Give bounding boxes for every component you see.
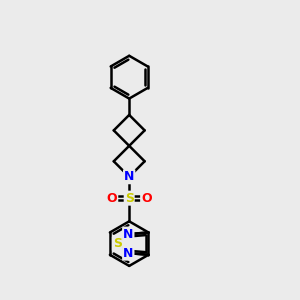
Text: S: S xyxy=(125,192,134,205)
Text: O: O xyxy=(106,192,117,205)
Text: O: O xyxy=(141,192,152,205)
Text: N: N xyxy=(123,247,134,260)
Text: N: N xyxy=(124,170,134,183)
Text: S: S xyxy=(113,237,122,250)
Text: N: N xyxy=(123,228,134,241)
